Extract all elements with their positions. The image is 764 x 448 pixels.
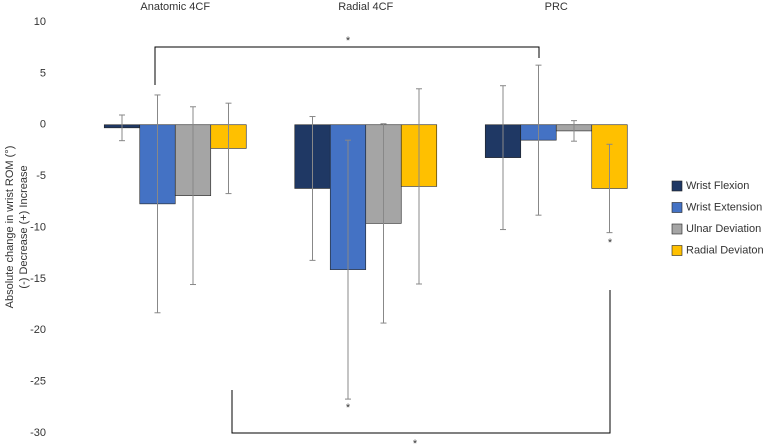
legend-swatch [671, 245, 683, 256]
legend-label: Ulnar Deviation [686, 223, 761, 235]
error-bar [154, 94, 161, 314]
legend-label: Wrist Extension [686, 201, 762, 213]
error-bar [500, 85, 506, 231]
error-bar [309, 116, 316, 261]
error-bar [606, 143, 613, 234]
y-tick-label: -20 [30, 324, 46, 336]
y-tick-label: -10 [30, 221, 46, 233]
y-axis-label: Absolute change in wrist ROM (°) [4, 146, 16, 309]
error-bar [225, 102, 232, 195]
error-bar [119, 114, 125, 142]
legend-label: Radial Deviaton [686, 244, 764, 256]
y-tick-label: -30 [30, 427, 46, 439]
y-tick-label: 0 [40, 119, 46, 131]
error-bar [571, 120, 577, 142]
error-bar [190, 106, 196, 286]
error-bar [345, 139, 351, 400]
error-bar [535, 64, 542, 216]
y-tick-label: 5 [40, 67, 46, 79]
x-tick-label: Radial 4CF [338, 1, 393, 13]
error-bar [380, 123, 387, 324]
legend-label: Wrist Flexion [686, 180, 749, 192]
error-bar [416, 88, 422, 285]
y-axis-label: (-) Decrease (+) Increase [18, 165, 30, 288]
legend-swatch [671, 202, 683, 213]
annotation: * [346, 402, 351, 414]
significance-bracket [231, 290, 611, 434]
x-tick-label: Anatomic 4CF [140, 1, 210, 13]
annotation: * [608, 237, 613, 249]
y-tick-label: -25 [30, 376, 46, 388]
annotation: * [413, 438, 418, 448]
legend-swatch [671, 223, 683, 235]
x-tick-label: PRC [545, 1, 568, 13]
y-tick-label: -15 [30, 273, 46, 285]
y-tick-label: 10 [34, 16, 46, 28]
legend-swatch [671, 180, 683, 192]
significance-bracket [154, 46, 540, 85]
y-tick-label: -5 [36, 170, 46, 182]
annotation: * [346, 35, 351, 47]
